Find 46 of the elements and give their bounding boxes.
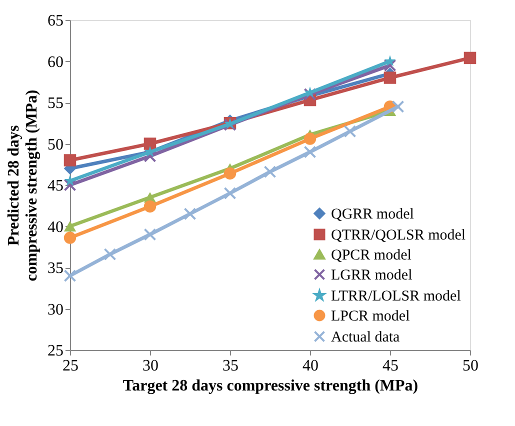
y-tick-label: 45 <box>48 178 64 194</box>
point <box>184 208 196 220</box>
x-axis-title: Target 28 days compressive strength (MPa) <box>122 378 418 394</box>
point <box>224 187 236 200</box>
point <box>144 228 156 241</box>
y-tick-label: 40 <box>48 218 64 236</box>
y-tick-label: 60 <box>48 54 64 71</box>
y-axis-title: Predicted 28 days compressive strength (MPa) <box>6 90 40 282</box>
point <box>144 150 156 162</box>
point <box>264 166 276 178</box>
point <box>64 220 76 232</box>
y-tick-label: 50 <box>48 136 64 154</box>
point <box>144 200 156 213</box>
x-tick-label: 45 <box>382 358 398 374</box>
point <box>304 146 316 158</box>
legend-label: LTRR/LOLSR model <box>331 288 461 304</box>
x-tick-label: 25 <box>62 358 78 374</box>
x-tick-label: 30 <box>142 358 158 374</box>
legend-label: QPCR model <box>331 248 412 264</box>
legend-label: Actual data <box>331 330 400 346</box>
point <box>224 167 236 180</box>
point <box>464 52 476 64</box>
point <box>392 100 404 113</box>
legend-label: QTRR/QOLSR model <box>331 228 466 244</box>
y-tick-label: 65 <box>48 12 64 30</box>
y-tick-label: 25 <box>48 342 64 360</box>
point <box>64 178 76 192</box>
y-tick-label: 55 <box>48 95 64 112</box>
y-tick-label: 30 <box>48 301 64 318</box>
point <box>64 270 76 282</box>
x-tick-label: 50 <box>462 358 478 374</box>
legend-label: LPCR model <box>331 308 410 324</box>
point <box>304 132 316 145</box>
point <box>104 248 116 261</box>
point <box>144 138 156 150</box>
point <box>384 55 396 66</box>
x-tick-label: 35 <box>222 358 238 374</box>
point <box>64 232 76 244</box>
legend-label: LGRR model <box>331 268 412 284</box>
point <box>384 72 396 84</box>
y-tick-label: 35 <box>48 260 64 277</box>
point <box>64 154 76 166</box>
x-tick-label: 40 <box>302 358 318 374</box>
point <box>384 59 396 72</box>
point <box>344 125 356 138</box>
legend-label: QGRR model <box>331 206 414 222</box>
